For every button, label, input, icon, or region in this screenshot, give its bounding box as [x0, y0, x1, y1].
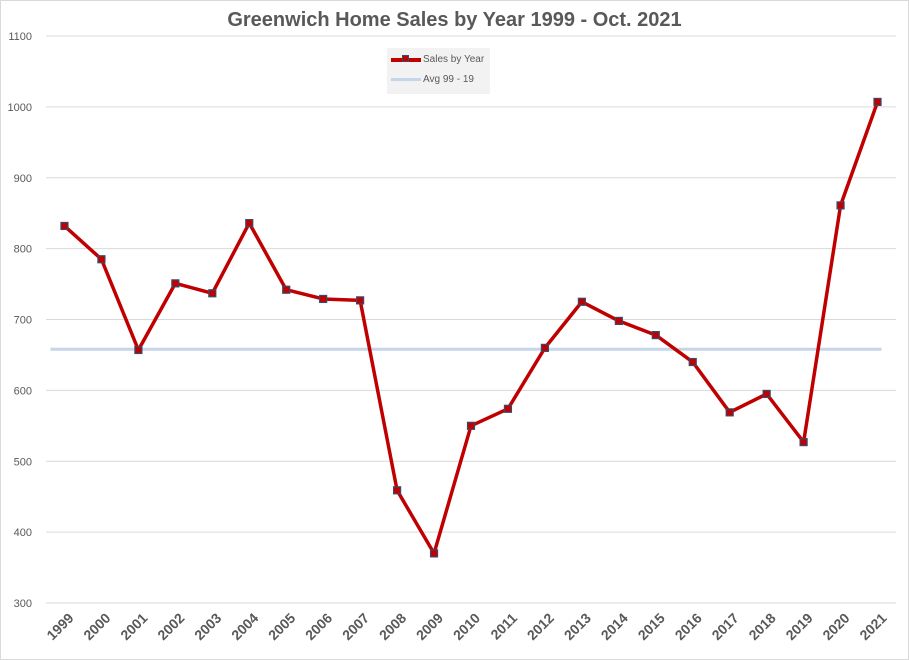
y-tick-label: 300 — [14, 598, 32, 610]
x-tick-label: 2000 — [80, 610, 113, 643]
x-tick-label: 2019 — [782, 610, 815, 643]
data-point — [762, 389, 771, 399]
data-point — [171, 279, 180, 288]
data-point — [392, 486, 402, 495]
data-point — [356, 296, 365, 305]
legend-swatch-avg — [391, 78, 421, 81]
chart-title: Greenwich Home Sales by Year 1999 - Oct.… — [227, 9, 682, 31]
x-tick-label: 2005 — [265, 610, 298, 643]
x-tick-label: 2007 — [339, 610, 372, 643]
data-point — [503, 404, 513, 413]
legend-item-avg: Avg 99 - 19 — [391, 74, 474, 85]
x-tick-label: 2006 — [302, 610, 335, 643]
x-tick-label: 1999 — [43, 610, 76, 643]
legend-item-sales: Sales by Year — [391, 54, 484, 65]
legend-swatch-sales — [391, 54, 421, 62]
x-tick-label: 2014 — [598, 610, 631, 643]
data-point — [245, 219, 254, 228]
x-tick-label: 2018 — [745, 610, 778, 643]
x-tick-label: 2001 — [117, 610, 150, 643]
y-tick-label: 500 — [14, 456, 32, 468]
x-tick-label: 2004 — [228, 610, 261, 643]
x-tick-label: 2012 — [524, 610, 557, 643]
y-tick-label: 1000 — [8, 102, 32, 114]
x-tick-label: 2017 — [708, 610, 741, 643]
x-tick-label: 2016 — [672, 610, 705, 643]
data-point — [466, 421, 476, 430]
data-point — [651, 330, 660, 340]
y-tick-label: 700 — [14, 315, 32, 327]
data-point — [97, 255, 106, 264]
data-point — [319, 294, 328, 304]
y-tick-label: 400 — [14, 527, 32, 539]
legend-label: Avg 99 - 19 — [423, 74, 474, 85]
y-tick-label: 1100 — [8, 31, 32, 43]
data-point — [540, 343, 550, 352]
y-tick-label: 900 — [14, 173, 32, 185]
x-tick-label: 2009 — [413, 610, 446, 643]
data-point — [208, 289, 217, 298]
x-tick-label: 2008 — [376, 610, 409, 643]
data-point — [282, 285, 291, 294]
data-point — [429, 549, 439, 558]
x-tick-label: 2011 — [487, 610, 520, 643]
x-tick-label: 2015 — [635, 610, 668, 643]
x-tick-label: 2020 — [819, 610, 852, 643]
x-tick-label: 2003 — [191, 610, 224, 643]
x-tick-label: 2010 — [450, 610, 483, 643]
y-tick-label: 600 — [14, 385, 32, 397]
x-tick-label: 2002 — [154, 610, 187, 643]
data-point — [577, 297, 586, 306]
data-point — [725, 408, 734, 417]
data-point — [873, 97, 882, 107]
data-point — [134, 345, 143, 355]
data-point — [60, 221, 69, 231]
sales-line — [63, 101, 880, 556]
legend-label: Sales by Year — [423, 54, 485, 65]
data-point — [799, 438, 808, 447]
legend: Sales by Year Avg 99 - 19 — [387, 48, 490, 94]
data-point — [614, 316, 623, 326]
data-point — [688, 357, 697, 367]
x-tick-label: 2021 — [856, 610, 889, 643]
data-point — [836, 201, 845, 210]
y-tick-label: 800 — [14, 244, 32, 256]
x-tick-label: 2013 — [561, 610, 594, 643]
